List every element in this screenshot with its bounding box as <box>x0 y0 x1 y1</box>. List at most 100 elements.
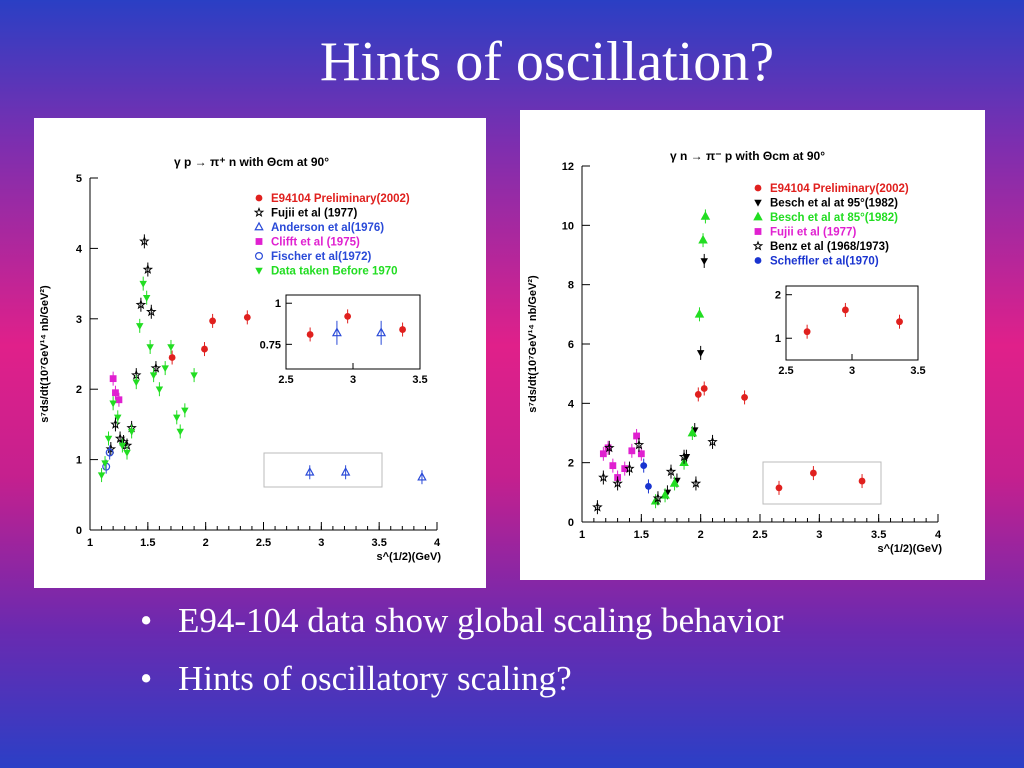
data-point <box>253 206 265 217</box>
data-point <box>344 312 352 320</box>
bullet-dot-icon: • <box>140 659 153 698</box>
data-point <box>678 451 690 462</box>
data-point <box>700 211 711 220</box>
chart-title: γ n → π⁻ p with Θcm at 90° <box>670 149 825 163</box>
x-tick-label: 1.5 <box>634 529 649 541</box>
data-point <box>112 389 119 397</box>
data-point <box>340 466 351 476</box>
data-point <box>97 472 106 480</box>
data-point <box>604 444 612 452</box>
x-tick-label: 3 <box>816 529 822 541</box>
x-tick-label: 3.5 <box>372 537 387 549</box>
data-point <box>753 211 763 221</box>
y-tick-label: 2 <box>76 384 82 396</box>
legend-entry: Besch et al at 85°(1982) <box>770 212 898 224</box>
inset-x-tick-label: 3 <box>350 374 356 386</box>
data-point <box>645 483 652 490</box>
data-point <box>752 240 764 251</box>
data-point <box>633 439 645 450</box>
data-point <box>775 484 783 492</box>
legend-entry: E94104 Preliminary(2002) <box>271 193 410 205</box>
bullet-dot-icon: • <box>140 601 153 640</box>
series-benz-et-al-1968-1973- <box>592 434 718 515</box>
slide-title: Hints of oscillation? <box>319 31 775 93</box>
comparison-box <box>762 461 882 505</box>
inset-x-tick-label: 2.5 <box>778 365 793 377</box>
data-point <box>621 465 629 472</box>
data-point <box>592 501 603 512</box>
data-point <box>255 252 264 261</box>
series-besch-et-al-at-95-1982- <box>663 253 708 500</box>
x-tick-label: 3 <box>318 537 324 549</box>
y-tick-label: 0 <box>568 517 574 529</box>
inset-frame <box>785 285 919 361</box>
data-point <box>754 184 762 192</box>
y-axis-label: s⁷ds/dt(10⁷GeV¹⁴ nb/GeV²) <box>527 275 539 413</box>
data-point <box>118 442 127 450</box>
x-tick-label: 4 <box>434 537 441 549</box>
data-point <box>132 379 141 387</box>
data-point <box>115 396 123 404</box>
y-tick-label: 8 <box>568 280 574 292</box>
data-point <box>331 327 342 337</box>
data-point <box>146 344 154 352</box>
y-axis-label: s⁷ds/dt(10⁷GeV¹⁴ nb/GeV²) <box>39 285 51 423</box>
data-point <box>255 267 263 275</box>
data-point <box>254 221 264 231</box>
series-e94104-preliminary-2002- <box>694 381 866 495</box>
data-point <box>399 326 406 333</box>
data-point <box>110 418 121 429</box>
x-tick-label: 4 <box>935 529 942 541</box>
data-point <box>842 306 849 314</box>
legend-entry: E94104 Preliminary(2002) <box>770 183 909 195</box>
y-tick-label: 10 <box>562 220 574 232</box>
data-point <box>741 394 748 401</box>
data-point <box>896 318 903 326</box>
x-tick-label: 2.5 <box>256 537 271 549</box>
data-point <box>599 450 607 458</box>
legend-entry: Besch et al at 95°(1982) <box>770 198 898 210</box>
bullet-text: E94-104 data show global scaling behavio… <box>178 601 784 640</box>
x-tick-label: 2 <box>203 537 209 549</box>
chart-title: γ p → π⁺ n with Θcm at 90° <box>174 155 329 169</box>
data-point <box>104 435 113 443</box>
data-point <box>612 477 623 488</box>
legend-entry: Benz et al (1968/1973) <box>770 241 889 253</box>
y-tick-label: 0 <box>76 525 82 537</box>
data-point <box>687 427 698 437</box>
series-data-taken-before-1970 <box>97 276 198 483</box>
data-point <box>633 432 640 440</box>
legend-entry: Fujii et al (1977) <box>271 208 357 220</box>
data-point <box>243 313 251 321</box>
legend-entry: Fischer et al(1972) <box>271 251 372 263</box>
data-point <box>306 331 314 338</box>
inset-x-tick-label: 2.5 <box>278 374 293 386</box>
data-point <box>858 477 866 485</box>
data-point <box>101 460 109 468</box>
y-tick-label: 4 <box>568 398 575 410</box>
legend-entry: Anderson et al(1976) <box>271 222 384 234</box>
data-point <box>139 280 147 288</box>
data-point <box>707 436 718 447</box>
bullet-item: • E94-104 data show global scaling behav… <box>140 600 784 658</box>
data-point <box>698 234 708 244</box>
comparison-box <box>263 452 383 488</box>
inset-y-tick-label: 2 <box>775 290 781 302</box>
inset-y-tick-label: 0.75 <box>260 339 281 351</box>
data-point <box>181 407 189 415</box>
x-tick-label: 1 <box>579 529 585 541</box>
data-point <box>142 294 151 302</box>
data-point <box>652 492 664 503</box>
data-point <box>161 365 169 373</box>
data-point <box>628 447 636 455</box>
data-point <box>609 462 617 470</box>
y-tick-label: 1 <box>76 455 82 467</box>
data-point <box>167 344 175 352</box>
data-point <box>624 463 635 474</box>
y-tick-label: 6 <box>568 339 574 351</box>
data-point <box>640 462 648 470</box>
data-point <box>146 306 157 317</box>
y-tick-label: 12 <box>562 161 574 173</box>
legend-entry: Scheffler et al(1970) <box>770 256 879 268</box>
x-tick-label: 1.5 <box>140 537 155 549</box>
